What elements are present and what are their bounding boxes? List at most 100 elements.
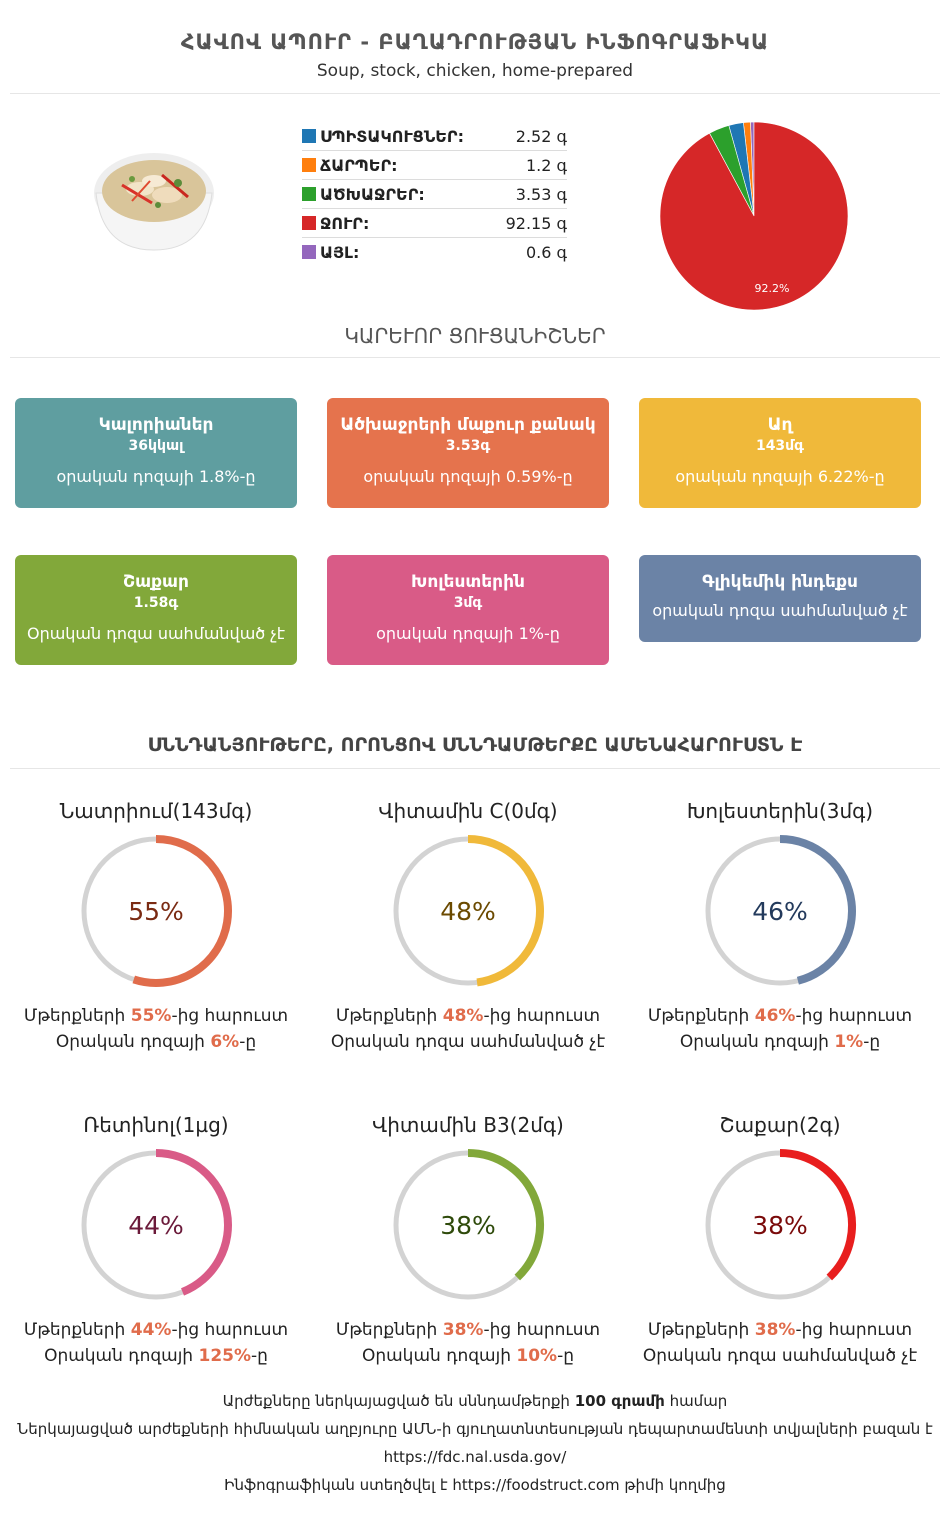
nutrient-rank-value: 55% bbox=[130, 1006, 172, 1026]
nutrient-rank-text: -ից հարուստ bbox=[795, 1006, 913, 1026]
macro-label: ՍՊԻՏԱԿՈՒՑՆԵՐ: bbox=[320, 126, 464, 146]
nutrient-rank-line: Մթերքների 44%-ից հարուստ bbox=[6, 1317, 306, 1343]
soup-bowl-image bbox=[94, 153, 214, 251]
page-subtitle: Soup, stock, chicken, home-prepared bbox=[316, 61, 634, 81]
indicator-note: օրական դոզայի 1.8%-ը bbox=[56, 467, 256, 486]
indicator-value: 3մգ bbox=[453, 595, 483, 611]
macro-value: 3.53 գ bbox=[515, 184, 567, 204]
progress-ring: 44% bbox=[81, 1149, 232, 1300]
legend-swatch bbox=[302, 158, 316, 172]
nutrient-card: Վիտամին C(0մգ) 48% Մթերքների 48%-ից հարուս… bbox=[318, 799, 618, 1055]
ring-percent-label: 38% bbox=[440, 1211, 496, 1240]
nutrient-rank-text: Մթերքների bbox=[23, 1006, 131, 1026]
indicator-note: օրական դոզա սահմանված չէ bbox=[652, 601, 908, 620]
nutrient-daily-line: Օրական դոզայի 125%-ը bbox=[6, 1343, 306, 1369]
indicator-value: 36կկալ bbox=[128, 438, 184, 454]
nutrient-rank-text: Մթերքների bbox=[335, 1006, 443, 1026]
nutrient-rank-line: Մթերքների 38%-ից հարուստ bbox=[318, 1317, 618, 1343]
ring-percent-label: 48% bbox=[440, 897, 496, 926]
footer-line-1: Արժեքները ներկայացված են սննդամթերքի 100… bbox=[0, 1392, 950, 1410]
macro-pie-chart: 92.2% bbox=[659, 121, 849, 311]
nutrient-title: Ռետինոլ(1µg) bbox=[83, 1113, 229, 1137]
page-title: ՀԱՎՈՎ ԱՊՈՒՐ - ԲԱՂԱԴՐՈՒԹՅԱՆ ԻՆՖՈԳՐԱՖԻԿԱ bbox=[180, 30, 770, 54]
nutrient-rank-text: Մթերքների bbox=[335, 1320, 443, 1340]
footer-source-link[interactable]: https://fdc.nal.usda.gov/ bbox=[383, 1448, 567, 1466]
macro-label: ՋՈՒՐ: bbox=[320, 213, 370, 233]
nutrient-daily-line: Օրական դոզա սահմանված չէ bbox=[630, 1343, 930, 1369]
nutrient-daily-value: 1% bbox=[834, 1032, 864, 1052]
nutrient-daily-value: 10% bbox=[516, 1346, 558, 1366]
nutrient-title: Վիտամին B3(2մգ) bbox=[372, 1113, 564, 1137]
macro-value: 1.2 գ bbox=[525, 155, 567, 175]
nutrient-rank-line: Մթերքների 48%-ից հարուստ bbox=[318, 1003, 618, 1029]
macro-value: 0.6 գ bbox=[525, 242, 567, 262]
nutrient-daily-line: Օրական դոզա սահմանված չէ bbox=[318, 1029, 618, 1055]
legend-swatch bbox=[302, 216, 316, 230]
ring-progress bbox=[155, 1149, 232, 1296]
macro-row: ՍՊԻՏԱԿՈՒՑՆԵՐ: 2.52 գ bbox=[302, 122, 567, 151]
nutrient-rank-text: Մթերքների bbox=[647, 1006, 755, 1026]
nutrient-rank-line: Մթերքների 46%-ից հարուստ bbox=[630, 1003, 930, 1029]
indicator-value: 1.58գ bbox=[133, 595, 179, 611]
pie-slice bbox=[659, 121, 849, 311]
indicator-card: Կալորիաներ 36կկալ օրական դոզայի 1.8%-ը bbox=[15, 398, 297, 508]
nutrient-rank-line: Մթերքների 38%-ից հարուստ bbox=[630, 1317, 930, 1343]
nutrient-rank-text: -ից հարուստ bbox=[795, 1320, 913, 1340]
nutrient-title: Խոլեստերին(3մգ) bbox=[686, 799, 874, 823]
macro-row: ՃԱՐՊԵՐ: 1.2 գ bbox=[302, 151, 567, 180]
footer-credit: Ինֆոգրաֆիկան ստեղծվել է https://foodstru… bbox=[224, 1476, 726, 1494]
nutrient-daily-text: Օրական դոզայի bbox=[361, 1346, 517, 1366]
nutrient-daily-text: -ը bbox=[239, 1032, 257, 1052]
nutrient-daily-line: Օրական դոզայի 10%-ը bbox=[318, 1343, 618, 1369]
macro-label: ՃԱՐՊԵՐ: bbox=[320, 155, 398, 175]
nutrient-rank-value: 48% bbox=[442, 1006, 484, 1026]
indicator-title: Շաքար bbox=[123, 572, 189, 592]
nutrient-daily-value: 125% bbox=[198, 1346, 252, 1366]
macro-label: ԱՅԼ: bbox=[320, 242, 360, 262]
legend-swatch bbox=[302, 245, 316, 259]
nutrient-daily-text: Օրական դոզայի bbox=[55, 1032, 211, 1052]
ring-percent-label: 44% bbox=[128, 1211, 184, 1240]
indicator-title: Կալորիաներ bbox=[98, 415, 214, 435]
indicator-title: Խոլեստերին bbox=[411, 572, 525, 592]
nutrient-title: Վիտամին C(0մգ) bbox=[378, 799, 558, 823]
nutrient-rank-value: 46% bbox=[754, 1006, 796, 1026]
key-indicators-title: ԿԱՐԵՒՈՐ ՑՈՒՑԱՆԻՇՆԵՐ bbox=[344, 324, 606, 348]
nutrient-card: Խոլեստերին(3մգ) 46% Մթերքների 46%-ից հարու… bbox=[630, 799, 930, 1055]
nutrient-daily-value: 6% bbox=[210, 1032, 240, 1052]
nutrient-rank-text: Մթերքների bbox=[647, 1320, 755, 1340]
macro-row: ՋՈՒՐ: 92.15 գ bbox=[302, 209, 567, 238]
indicator-card: Ածխաջրերի մաքուր քանակ 3.53գ օրական դոզայի… bbox=[327, 398, 609, 508]
macro-label: ԱԾԽԱՋՐԵՐ: bbox=[320, 184, 425, 204]
nutrient-rank-value: 38% bbox=[754, 1320, 796, 1340]
nutrient-daily-line: Օրական դոզայի 1%-ը bbox=[630, 1029, 930, 1055]
nutrient-daily-text: -ը bbox=[557, 1346, 575, 1366]
nutrient-card: Ռետինոլ(1µg) 44% Մթերքների 44%-ից հարուստ Օ… bbox=[6, 1113, 306, 1369]
nutrient-rank-text: -ից հարուստ bbox=[483, 1006, 601, 1026]
indicator-note: օրական դոզայի 6.22%-ը bbox=[675, 467, 885, 486]
indicator-title: Գլիկեմիկ ինդեքս bbox=[702, 572, 858, 592]
footer-text: համար bbox=[664, 1392, 728, 1410]
nutrient-rank-value: 38% bbox=[442, 1320, 484, 1340]
macro-value: 2.52 գ bbox=[515, 126, 567, 146]
indicator-title: Ածխաջրերի մաքուր քանակ bbox=[340, 415, 596, 435]
macro-table: ՍՊԻՏԱԿՈՒՑՆԵՐ: 2.52 գ ՃԱՐՊԵՐ: 1.2 գ ԱԾԽԱՋՐԵՐ:… bbox=[302, 122, 567, 266]
ring-progress bbox=[132, 835, 232, 987]
indicator-card: Խոլեստերին 3մգ օրական դոզայի 1%-ը bbox=[327, 555, 609, 665]
indicator-card: Գլիկեմիկ ինդեքս օրական դոզա սահմանված չէ bbox=[639, 555, 921, 642]
pie-data-label: 92.2% bbox=[755, 282, 790, 295]
progress-ring: 38% bbox=[393, 1149, 544, 1300]
ring-progress bbox=[779, 1149, 856, 1281]
macro-value: 92.15 գ bbox=[505, 213, 567, 233]
divider bbox=[10, 357, 940, 358]
ring-progress bbox=[779, 835, 856, 985]
nutrient-daily-text: -ը bbox=[863, 1032, 881, 1052]
ring-progress bbox=[467, 1149, 544, 1281]
progress-ring: 38% bbox=[705, 1149, 856, 1300]
progress-ring: 46% bbox=[705, 835, 856, 986]
legend-swatch bbox=[302, 129, 316, 143]
footer-text: Արժեքները ներկայացված են սննդամթերքի bbox=[222, 1392, 575, 1410]
nutrient-daily-text: -ը bbox=[251, 1346, 268, 1366]
nutrient-daily-text: Օրական դոզայի bbox=[679, 1032, 835, 1052]
divider bbox=[10, 93, 940, 94]
